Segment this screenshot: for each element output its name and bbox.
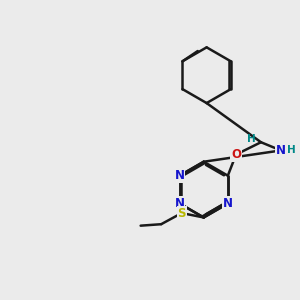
Text: S: S <box>177 207 186 220</box>
Text: H: H <box>287 146 296 155</box>
Text: N: N <box>223 197 233 210</box>
Text: H: H <box>247 134 256 144</box>
Text: N: N <box>175 169 184 182</box>
Text: O: O <box>231 148 241 161</box>
Text: N: N <box>276 144 286 157</box>
Text: N: N <box>175 197 184 210</box>
